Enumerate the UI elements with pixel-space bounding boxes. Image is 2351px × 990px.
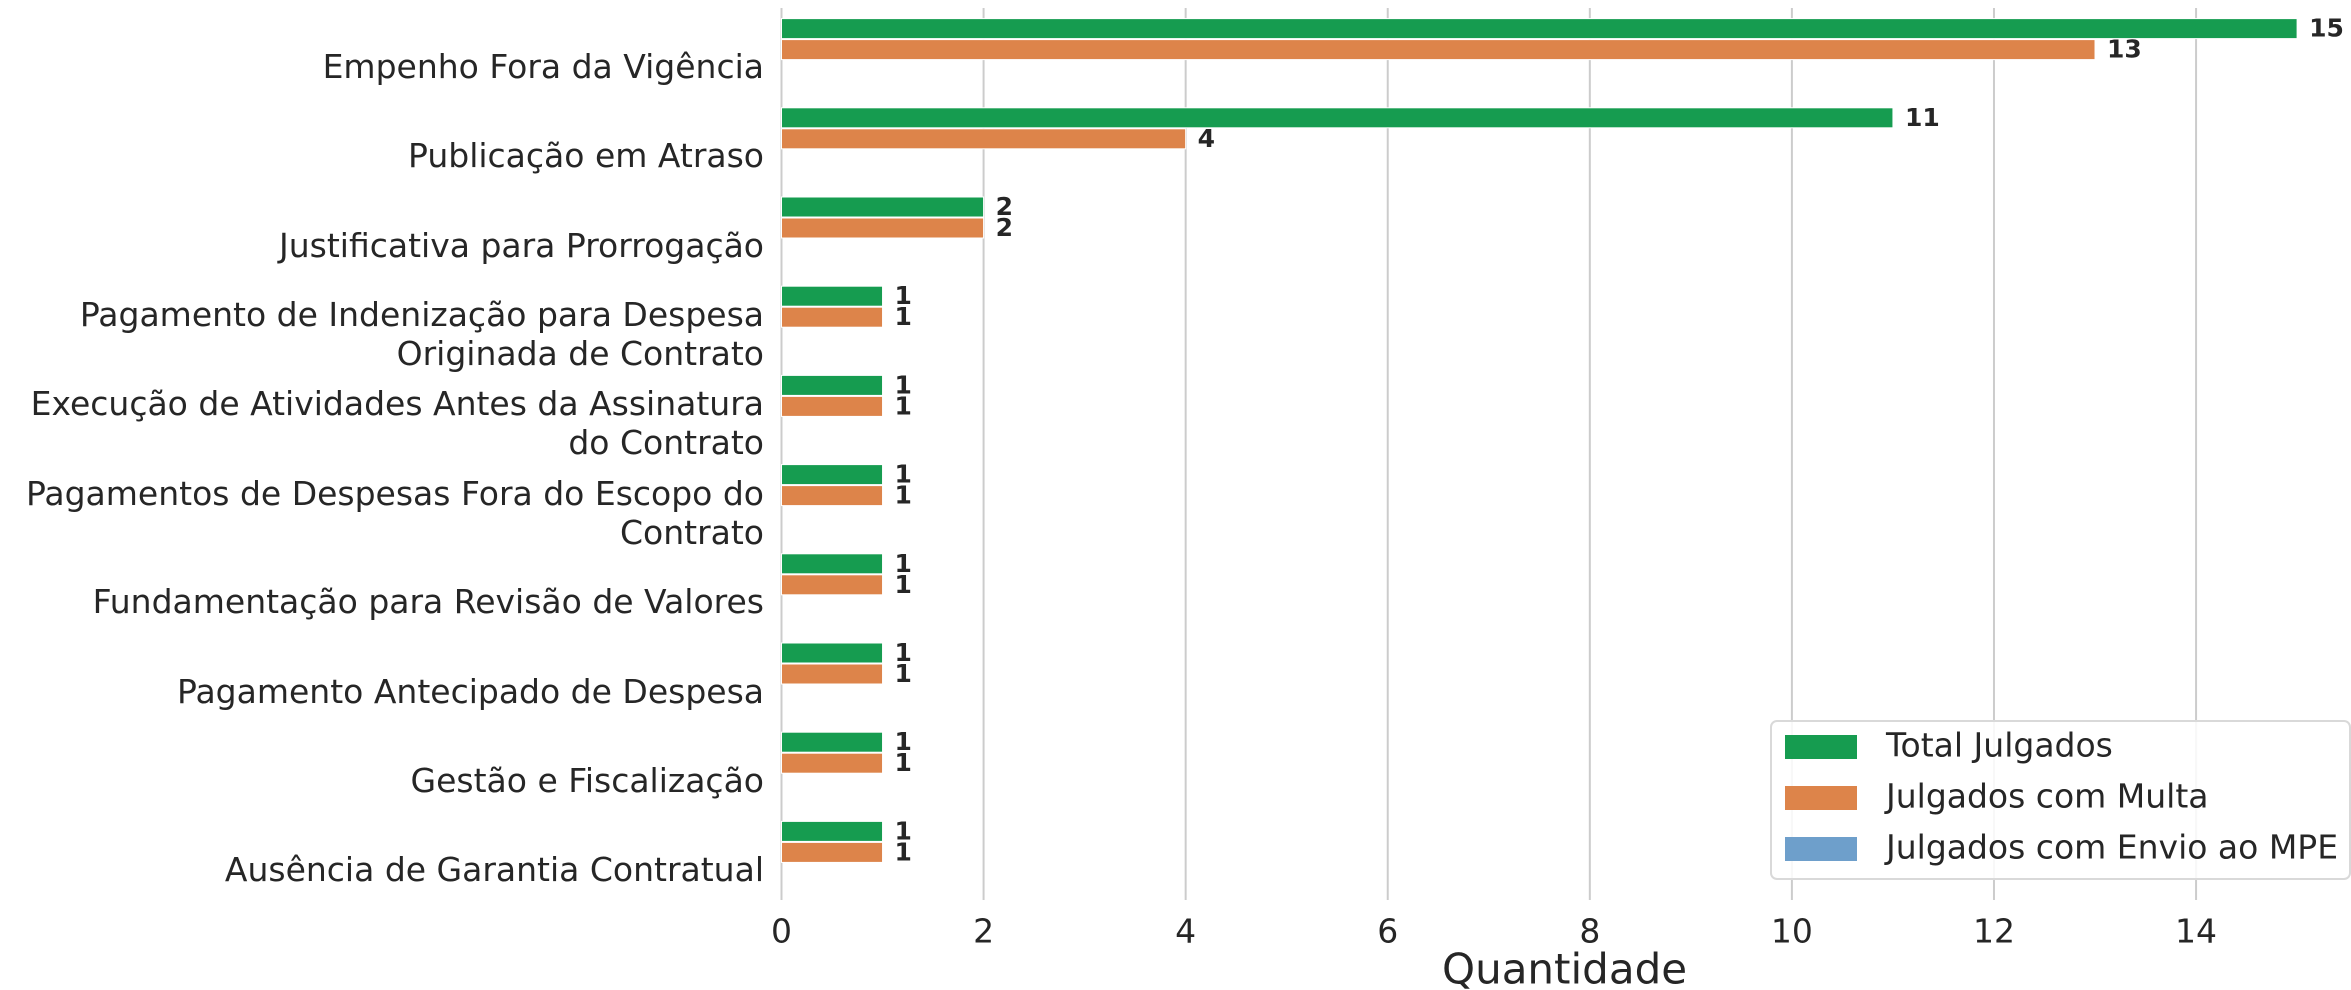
data-label: 1 (895, 659, 912, 688)
data-label: 1 (895, 727, 912, 756)
y-tick-label: Pagamento Antecipado de Despesa (0, 646, 764, 736)
data-label: 2 (996, 213, 1013, 242)
data-label: 2 (996, 192, 1013, 221)
y-tick-label: Pagamento de Indenização para Despesa Or… (0, 289, 764, 379)
y-tick-text: Ausência de Garantia Contratual (224, 849, 764, 889)
y-tick-text: Gestão e Fiscalização (410, 760, 764, 800)
legend-swatch (1785, 786, 1857, 810)
x-tick-label: 0 (771, 912, 792, 951)
legend-label: Total Julgados (1885, 726, 2113, 765)
y-tick-text: Pagamentos de Despesas Fora do Escopo do… (25, 473, 764, 552)
data-label: 1 (895, 638, 912, 667)
bar (781, 841, 884, 863)
bar (781, 217, 985, 239)
bar (781, 306, 884, 328)
data-label: 1 (895, 549, 912, 578)
legend-swatch (1785, 837, 1857, 861)
x-tick-label: 12 (1973, 912, 2015, 951)
bar (781, 485, 884, 507)
bar (781, 128, 1187, 150)
x-tick-label: 4 (1175, 912, 1196, 951)
data-label: 1 (895, 460, 912, 489)
data-label: 1 (895, 302, 912, 331)
bar (781, 285, 884, 307)
y-tick-label: Fundamentação para Revisão de Valores (0, 557, 764, 647)
y-tick-text: Publicação em Atraso (408, 136, 764, 176)
y-tick-text: Pagamento Antecipado de Despesa (177, 671, 764, 711)
bar (781, 196, 985, 218)
x-axis-label: Quantidade (1442, 945, 1687, 990)
y-tick-text: Justificativa para Prorrogação (279, 225, 764, 265)
data-label: 1 (895, 370, 912, 399)
bar (781, 39, 2096, 61)
legend-swatch (1785, 735, 1857, 759)
bar (781, 107, 1894, 129)
bar (781, 752, 884, 774)
x-tick-label: 8 (1579, 912, 1600, 951)
y-tick-text: Execução de Atividades Antes da Assinatu… (30, 384, 764, 463)
y-tick-label: Execução de Atividades Antes da Assinatu… (0, 378, 764, 468)
y-tick-text: Pagamento de Indenização para Despesa Or… (79, 295, 764, 374)
bar (781, 464, 884, 486)
data-label: 4 (1198, 124, 1215, 153)
bar (781, 574, 884, 596)
data-label: 11 (1905, 103, 1940, 132)
data-label: 1 (895, 816, 912, 845)
data-label: 1 (895, 570, 912, 599)
y-tick-label: Gestão e Fiscalização (0, 735, 764, 825)
y-tick-label: Empenho Fora da Vigência (0, 22, 764, 112)
legend-label: Julgados com Multa (1884, 777, 2209, 816)
x-tick-label: 2 (973, 912, 994, 951)
y-tick-text: Empenho Fora da Vigência (322, 47, 764, 87)
data-label: 15 (2309, 14, 2344, 43)
y-tick-text: Fundamentação para Revisão de Valores (92, 582, 764, 622)
bar (781, 642, 884, 664)
bar (781, 820, 884, 842)
data-label: 1 (895, 281, 912, 310)
data-label: 13 (2107, 35, 2142, 64)
x-tick-label: 6 (1377, 912, 1398, 951)
data-label: 1 (895, 837, 912, 866)
x-tick-label: 10 (1771, 912, 1813, 951)
legend-box (1770, 720, 2351, 880)
bar (781, 18, 2298, 40)
y-tick-label: Pagamentos de Despesas Fora do Escopo do… (0, 468, 764, 558)
bar (781, 731, 884, 753)
bar (781, 553, 884, 575)
data-label: 1 (895, 391, 912, 420)
bar (781, 395, 884, 417)
y-tick-label: Publicação em Atraso (0, 111, 764, 201)
legend-label: Julgados com Envio ao MPE (1884, 828, 2338, 867)
bar (781, 374, 884, 396)
bar (781, 663, 884, 685)
x-tick-label: 14 (2175, 912, 2217, 951)
y-tick-label: Ausência de Garantia Contratual (0, 824, 764, 914)
y-tick-label: Justificativa para Prorrogação (0, 200, 764, 290)
data-label: 1 (895, 481, 912, 510)
data-label: 1 (895, 748, 912, 777)
